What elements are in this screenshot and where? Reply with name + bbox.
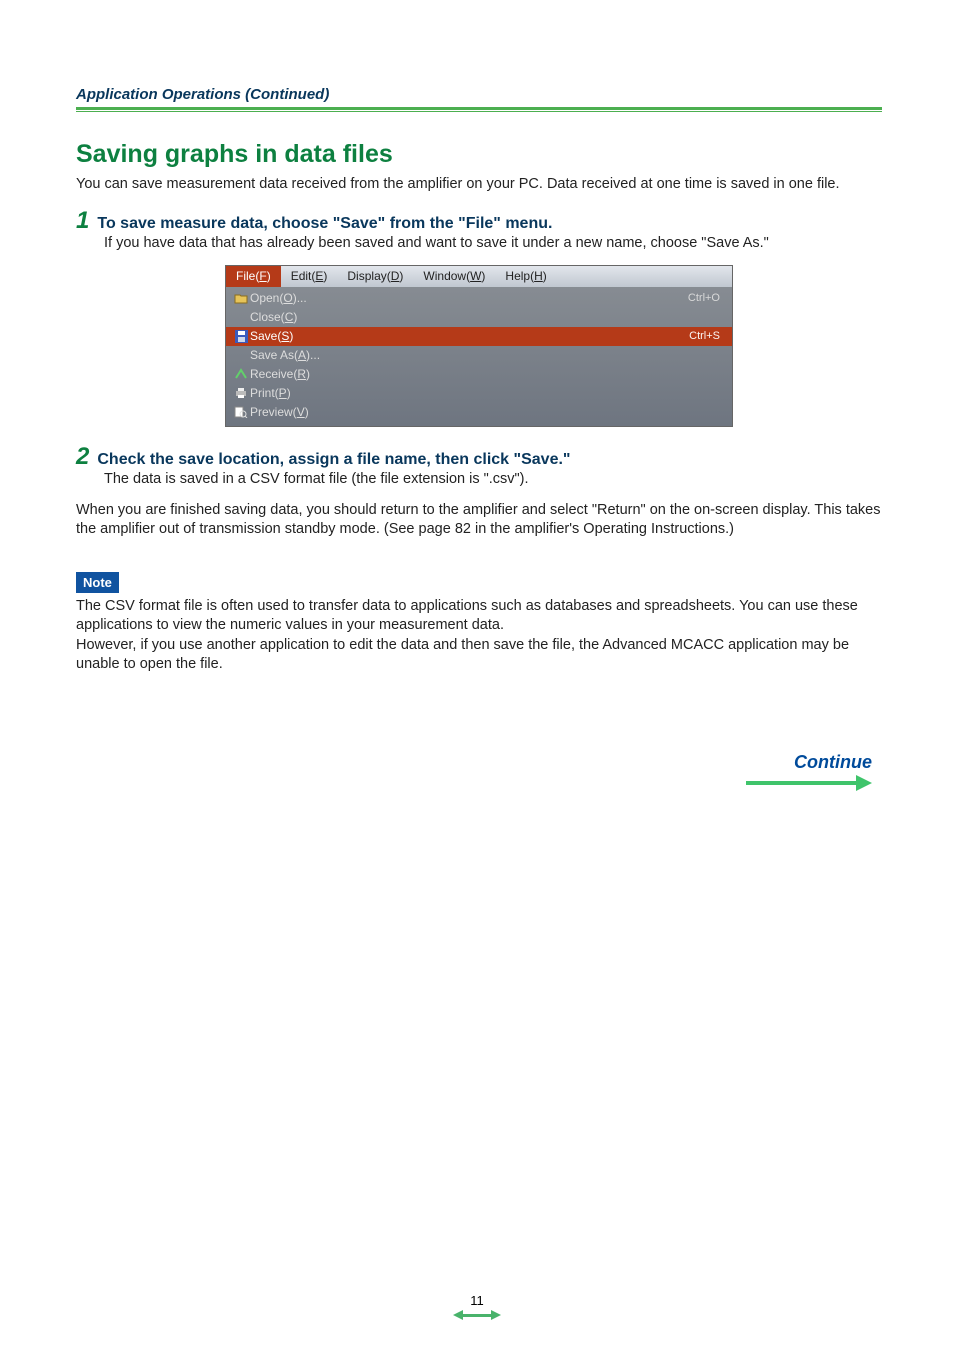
menubar-item-window[interactable]: Window(W)	[413, 266, 495, 287]
footer-rule	[463, 1314, 491, 1317]
note-label: Note	[76, 572, 119, 593]
menu-item-label: Close(C)	[250, 310, 720, 324]
menu-item-label: Receive(R)	[250, 367, 720, 381]
footer-arrow-right-icon	[491, 1310, 501, 1320]
receive-icon	[232, 367, 250, 381]
menu-item-save-as[interactable]: Save As(A)...	[226, 346, 732, 365]
open-folder-icon	[232, 291, 250, 305]
menu-item-save[interactable]: Save(S)Ctrl+S	[226, 327, 732, 346]
file-menu-screenshot: File(F)Edit(E)Display(D)Window(W)Help(H)…	[225, 265, 733, 427]
menu-item-preview[interactable]: Preview(V)	[226, 403, 732, 422]
menu-item-label: Open(O)...	[250, 291, 688, 305]
step-body: The data is saved in a CSV format file (…	[104, 471, 882, 487]
menubar-item-display[interactable]: Display(D)	[337, 266, 413, 287]
menubar: File(F)Edit(E)Display(D)Window(W)Help(H)	[226, 266, 732, 287]
menu-item-receive[interactable]: Receive(R)	[226, 365, 732, 384]
menubar-item-file[interactable]: File(F)	[226, 266, 281, 287]
rule-thick	[76, 107, 882, 110]
menu-item-label: Preview(V)	[250, 405, 720, 419]
menu-item-label: Print(P)	[250, 386, 720, 400]
footer-arrow-left-icon	[453, 1310, 463, 1320]
step-number: 1	[76, 209, 89, 233]
section-title: Saving graphs in data files	[76, 140, 882, 169]
continue-arrow-icon	[856, 775, 872, 791]
step-2: 2 Check the save location, assign a file…	[76, 445, 882, 487]
file-dropdown: Open(O)...Ctrl+OClose(C)Save(S)Ctrl+SSav…	[226, 287, 732, 426]
menu-item-close[interactable]: Close(C)	[226, 308, 732, 327]
menu-item-label: Save As(A)...	[250, 348, 720, 362]
continue-label: Continue	[746, 752, 872, 773]
save-disk-icon	[232, 329, 250, 343]
rule-thin	[76, 111, 882, 112]
breadcrumb: Application Operations (Continued)	[76, 86, 882, 103]
menu-item-label: Save(S)	[250, 329, 689, 343]
menu-item-shortcut: Ctrl+S	[689, 330, 720, 342]
continue-rule	[746, 781, 856, 785]
intro-text: You can save measurement data received f…	[76, 175, 882, 195]
continue-marker: Continue	[746, 752, 872, 791]
menu-item-print[interactable]: Print(P)	[226, 384, 732, 403]
step-body: If you have data that has already been s…	[104, 235, 882, 251]
menu-item-shortcut: Ctrl+O	[688, 292, 720, 304]
blank-icon	[232, 310, 250, 324]
page-number: 11	[453, 1293, 501, 1308]
menubar-item-edit[interactable]: Edit(E)	[281, 266, 338, 287]
after-step2-text: When you are finished saving data, you s…	[76, 501, 882, 540]
menu-item-open[interactable]: Open(O)...Ctrl+O	[226, 289, 732, 308]
step-heading: Check the save location, assign a file n…	[97, 451, 570, 469]
step-number: 2	[76, 445, 89, 469]
blank-icon	[232, 348, 250, 362]
printer-icon	[232, 386, 250, 400]
menubar-item-help[interactable]: Help(H)	[495, 266, 556, 287]
page-footer: 11	[453, 1293, 501, 1320]
step-1: 1 To save measure data, choose "Save" fr…	[76, 209, 882, 251]
note-body: The CSV format file is often used to tra…	[76, 597, 882, 675]
preview-icon	[232, 405, 250, 419]
step-heading: To save measure data, choose "Save" from…	[97, 215, 552, 233]
